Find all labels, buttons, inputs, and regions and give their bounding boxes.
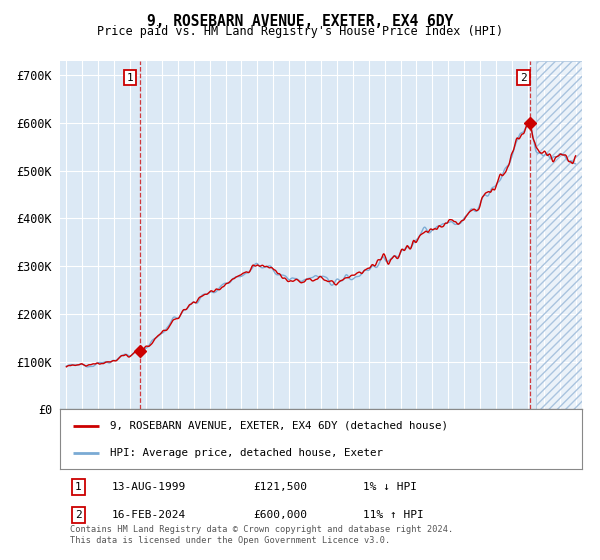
Text: 1: 1 bbox=[127, 73, 134, 83]
Text: 1: 1 bbox=[75, 482, 82, 492]
Text: 16-FEB-2024: 16-FEB-2024 bbox=[112, 510, 187, 520]
Text: £121,500: £121,500 bbox=[253, 482, 307, 492]
Text: £600,000: £600,000 bbox=[253, 510, 307, 520]
Text: 1% ↓ HPI: 1% ↓ HPI bbox=[363, 482, 417, 492]
Text: 2: 2 bbox=[520, 73, 527, 83]
Text: 2: 2 bbox=[75, 510, 82, 520]
Text: Price paid vs. HM Land Registry's House Price Index (HPI): Price paid vs. HM Land Registry's House … bbox=[97, 25, 503, 38]
Text: 9, ROSEBARN AVENUE, EXETER, EX4 6DY (detached house): 9, ROSEBARN AVENUE, EXETER, EX4 6DY (det… bbox=[110, 421, 448, 431]
Bar bbox=[536, 61, 582, 409]
Text: 13-AUG-1999: 13-AUG-1999 bbox=[112, 482, 187, 492]
Text: Contains HM Land Registry data © Crown copyright and database right 2024.
This d: Contains HM Land Registry data © Crown c… bbox=[70, 525, 454, 545]
Text: HPI: Average price, detached house, Exeter: HPI: Average price, detached house, Exet… bbox=[110, 448, 383, 458]
Bar bbox=[536, 61, 582, 409]
Text: 11% ↑ HPI: 11% ↑ HPI bbox=[363, 510, 424, 520]
Text: 9, ROSEBARN AVENUE, EXETER, EX4 6DY: 9, ROSEBARN AVENUE, EXETER, EX4 6DY bbox=[147, 14, 453, 29]
